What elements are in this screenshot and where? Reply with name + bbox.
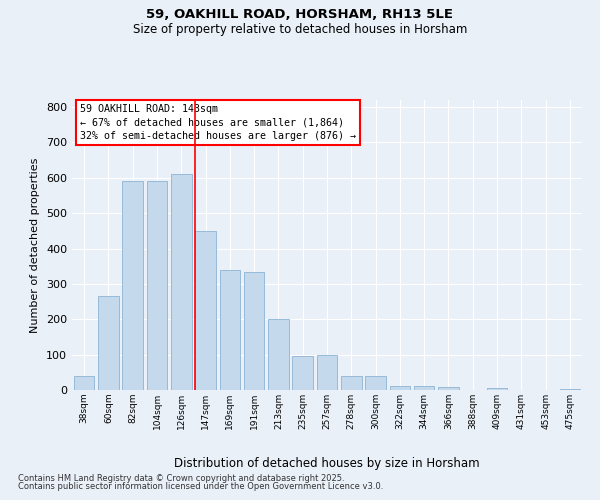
Text: 59 OAKHILL ROAD: 143sqm
← 67% of detached houses are smaller (1,864)
32% of semi: 59 OAKHILL ROAD: 143sqm ← 67% of detache… [80,104,356,141]
Bar [122,182,143,390]
Bar [74,376,94,390]
Text: Distribution of detached houses by size in Horsham: Distribution of detached houses by size … [174,458,480,470]
Bar [220,270,240,390]
Text: Contains public sector information licensed under the Open Government Licence v3: Contains public sector information licen… [18,482,383,491]
Text: Size of property relative to detached houses in Horsham: Size of property relative to detached ho… [133,22,467,36]
Y-axis label: Number of detached properties: Number of detached properties [31,158,40,332]
Bar [146,182,167,390]
Bar [98,296,119,390]
Text: Contains HM Land Registry data © Crown copyright and database right 2025.: Contains HM Land Registry data © Crown c… [18,474,344,483]
Bar [438,387,459,390]
Bar [487,388,508,390]
Bar [244,272,265,390]
Bar [317,354,337,390]
Bar [341,376,362,390]
Bar [414,386,434,390]
Bar [389,386,410,390]
Bar [365,376,386,390]
Bar [292,356,313,390]
Bar [268,320,289,390]
Text: 59, OAKHILL ROAD, HORSHAM, RH13 5LE: 59, OAKHILL ROAD, HORSHAM, RH13 5LE [146,8,454,20]
Bar [195,231,216,390]
Bar [171,174,191,390]
